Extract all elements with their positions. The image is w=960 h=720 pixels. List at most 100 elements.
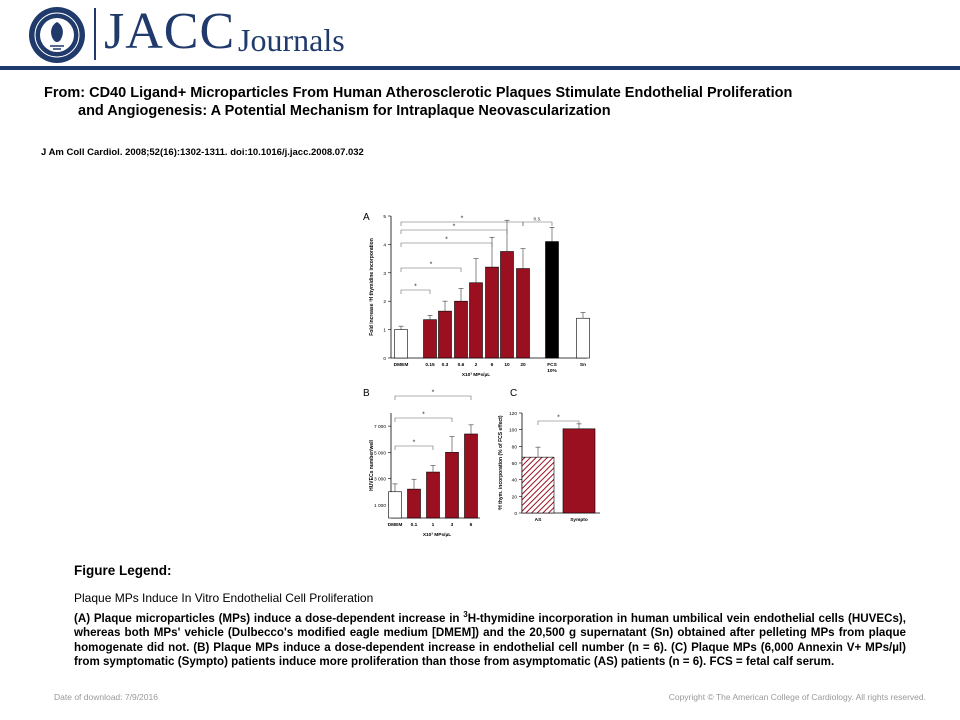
bar xyxy=(562,428,596,514)
y-tick-label: 120 xyxy=(509,411,517,417)
y-tick-label: 1 000 xyxy=(374,503,386,509)
copyright: Copyright © The American College of Card… xyxy=(668,692,926,702)
figure-chart: A 0 1 2 3 4 5 Fold increase ³H thymidine incorp… xyxy=(363,212,600,538)
jacc-logo[interactable]: JACC xyxy=(104,3,236,60)
bar xyxy=(426,471,440,519)
significance-label: * xyxy=(413,440,416,447)
x-tick-label: Sympto xyxy=(570,517,588,523)
significance-label: * xyxy=(432,390,435,397)
significance-bracket xyxy=(394,417,453,422)
bar xyxy=(576,317,590,359)
y-tick-label: 60 xyxy=(512,461,518,467)
significance-bracket xyxy=(522,221,553,226)
bar xyxy=(388,491,402,519)
bar xyxy=(454,300,468,359)
article-title-line-1: From: CD40 Ligand+ Microparticles From H… xyxy=(44,85,793,101)
x-tick-label: 2 xyxy=(475,362,478,368)
significance-bracket xyxy=(400,221,524,226)
significance-label: * xyxy=(414,284,417,291)
article-title-line-2: and Angiogenesis: A Potential Mechanism … xyxy=(78,103,611,119)
journals-logo[interactable]: Journals xyxy=(238,22,345,58)
significance-bracket xyxy=(537,420,580,425)
significance-label: * xyxy=(453,224,456,231)
y-tick-label: 1 xyxy=(383,328,386,334)
bar xyxy=(464,433,478,519)
bar xyxy=(485,266,499,359)
bar xyxy=(445,452,459,519)
significance-label: * xyxy=(430,262,433,269)
bar xyxy=(469,282,483,359)
x-tick-label: 0.3 xyxy=(442,362,449,368)
x-tick-label: 6 xyxy=(491,362,494,368)
y-axis-label: HUVECs number/well xyxy=(369,439,375,490)
x-tick-label: Sn xyxy=(580,362,586,368)
bar xyxy=(516,268,530,359)
significance-label: * xyxy=(445,237,448,244)
bar xyxy=(545,241,559,359)
y-tick-label: 5 xyxy=(383,214,386,220)
x-tick-label: 3 xyxy=(451,522,454,528)
y-tick-label: 5 000 xyxy=(374,450,386,456)
legend-text: (A) Plaque microparticles (MPs) induce a… xyxy=(74,608,906,669)
header-rule xyxy=(0,66,960,70)
y-tick-label: 2 xyxy=(383,299,386,305)
y-axis-label: Fold increase ³H thymidine incorporation xyxy=(369,238,375,336)
x-tick-label: 0.15 xyxy=(425,362,435,368)
x-tick-label: 0.1 xyxy=(411,522,418,528)
x-tick-label: FCS xyxy=(547,362,557,368)
x-tick-label: 10 xyxy=(504,362,510,368)
x-tick-label: 0.6 xyxy=(458,362,465,368)
download-date: Date of download: 7/9/2016 xyxy=(54,692,158,702)
legend-text-rest: H-thymidine incorporation in human umbil… xyxy=(74,611,906,669)
significance-label: * xyxy=(461,216,464,223)
panel-label-b: B xyxy=(363,388,370,399)
significance-bracket xyxy=(394,445,434,450)
x-axis-label: X10³ MPs/µL xyxy=(462,372,490,378)
significance-bracket xyxy=(394,395,472,400)
article-title: From: CD40 Ligand+ Microparticles From H… xyxy=(44,84,924,120)
y-tick-label: 7 000 xyxy=(374,424,386,430)
significance-bracket xyxy=(400,289,431,294)
x-tick-label: 20 xyxy=(520,362,526,368)
journal-header: JACC Journals xyxy=(0,0,960,70)
citation: J Am Coll Cardiol. 2008;52(16):1302-1311… xyxy=(41,147,364,158)
x-tick-label: 6 xyxy=(470,522,473,528)
y-tick-label: 40 xyxy=(512,478,518,484)
y-tick-label: 3 xyxy=(383,271,386,277)
significance-label: * xyxy=(422,412,425,419)
y-tick-label: 4 xyxy=(383,242,386,248)
y-axis-label: ³H thym. incorporation (% of FCS effect) xyxy=(498,415,504,510)
x-tick-label: 10% xyxy=(547,368,557,374)
bar xyxy=(521,456,555,514)
y-tick-label: 0 xyxy=(514,511,517,517)
legend-heading: Figure Legend: xyxy=(74,563,172,578)
bar xyxy=(423,319,437,359)
bar xyxy=(438,310,452,359)
acc-seal-icon xyxy=(29,7,85,63)
legend-title: Plaque MPs Induce In Vitro Endothelial C… xyxy=(74,591,374,605)
bar xyxy=(500,251,514,359)
significance-bracket xyxy=(400,242,493,247)
y-tick-label: 100 xyxy=(509,428,517,434)
y-tick-label: 20 xyxy=(512,494,518,500)
bar xyxy=(407,488,421,519)
x-tick-label: AS xyxy=(535,517,542,523)
panel-label-c: C xyxy=(510,388,517,399)
bar xyxy=(394,329,408,359)
legend-superscript: 3 xyxy=(463,610,468,619)
significance-label: * xyxy=(557,415,560,422)
significance-bracket xyxy=(400,229,508,234)
x-tick-label: DMEM xyxy=(394,362,409,368)
x-tick-label: DMEM xyxy=(388,522,403,528)
y-tick-label: 3 000 xyxy=(374,477,386,483)
x-axis-label: X10³ MPs/µL xyxy=(423,532,451,538)
significance-label: n.s. xyxy=(533,217,541,223)
legend-text-part-a: (A) Plaque microparticles (MPs) induce a… xyxy=(74,611,464,625)
significance-bracket xyxy=(400,267,462,272)
panel-label-a: A xyxy=(363,212,370,223)
figure: A 0 1 2 3 4 5 Fold increase ³H thymidine incorp… xyxy=(355,208,625,548)
y-tick-label: 80 xyxy=(512,444,518,450)
logo-divider xyxy=(94,8,96,60)
y-tick-label: 0 xyxy=(383,356,386,362)
x-tick-label: 1 xyxy=(432,522,435,528)
